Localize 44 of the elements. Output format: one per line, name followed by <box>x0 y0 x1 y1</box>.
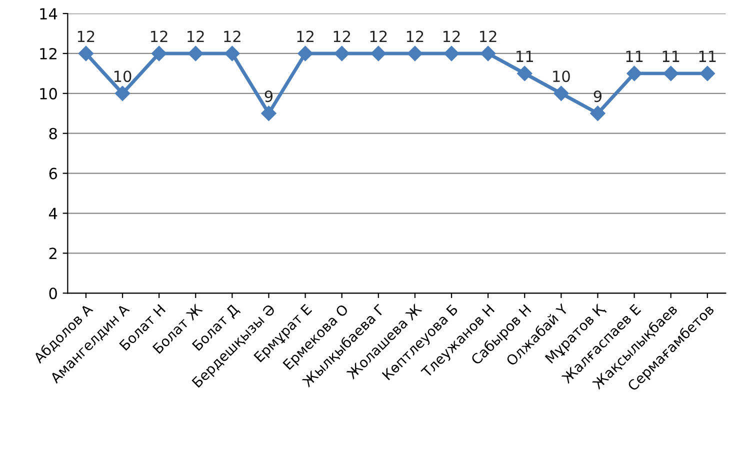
y-tick-label: 8 <box>49 128 57 140</box>
point <box>188 46 204 62</box>
y-tick-label: 12 <box>40 48 56 60</box>
data-label: 12 <box>406 30 424 42</box>
y-tick-label: 14 <box>40 8 58 20</box>
data-label: 9 <box>264 90 273 102</box>
data-label: 10 <box>114 70 132 82</box>
y-tick-label: 0 <box>49 288 57 300</box>
data-label: 11 <box>662 50 680 62</box>
point <box>78 46 94 62</box>
data-label: 12 <box>188 30 204 42</box>
data-label: 12 <box>151 30 168 42</box>
point <box>663 66 678 82</box>
point <box>444 46 460 62</box>
point <box>224 46 240 62</box>
point <box>480 46 496 62</box>
data-label: 12 <box>480 30 496 42</box>
data-label: 12 <box>78 30 94 42</box>
point <box>114 86 130 101</box>
point <box>334 46 350 62</box>
data-label: 12 <box>297 30 314 42</box>
y-tick-label: 4 <box>48 208 58 220</box>
y-tick-label: 10 <box>40 88 57 100</box>
data-label: 12 <box>370 30 387 42</box>
point <box>590 106 606 121</box>
data-label: 9 <box>594 90 602 102</box>
point <box>517 66 532 82</box>
data-label: 12 <box>443 30 460 42</box>
point <box>700 66 715 82</box>
y-tick-label: 2 <box>49 248 56 260</box>
data-label: 11 <box>516 50 533 62</box>
point <box>152 46 167 62</box>
data-label: 11 <box>699 50 716 62</box>
point <box>370 46 386 62</box>
point <box>554 86 569 101</box>
y-tick-label: 6 <box>49 168 57 180</box>
data-label: 11 <box>626 50 643 62</box>
point <box>261 106 276 121</box>
data-label: 12 <box>224 30 240 42</box>
data-label: 10 <box>553 70 570 82</box>
point <box>407 46 423 62</box>
point <box>626 66 642 82</box>
point <box>298 46 313 62</box>
data-label: 12 <box>334 30 350 42</box>
